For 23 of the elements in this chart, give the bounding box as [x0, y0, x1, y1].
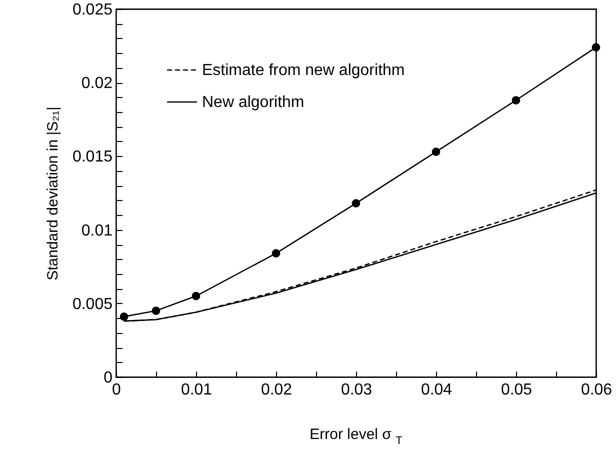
x-tick-label: 0.04 — [420, 382, 452, 398]
point — [192, 292, 200, 300]
y-tick-label: 0.01 — [81, 222, 113, 240]
y-tick-label: 0.025 — [72, 2, 113, 18]
point — [352, 199, 360, 208]
y-tick-label: 0.005 — [72, 296, 113, 313]
y-tick-label: 0 — [104, 370, 113, 386]
point — [592, 43, 600, 52]
point — [272, 249, 280, 258]
x-tick-label: 0.06 — [580, 382, 612, 398]
x-tick-label: 0.02 — [260, 382, 292, 398]
point — [120, 312, 128, 321]
legend-label: Estimate from new algorithm — [202, 62, 405, 79]
y-axis-title: Standard deviation in |S₂₁| — [44, 106, 62, 280]
y-tick-label: 0.02 — [81, 75, 113, 92]
x-tick-label: 0.05 — [500, 382, 532, 398]
x-tick-label: 0.01 — [180, 382, 212, 398]
point — [152, 306, 160, 315]
y-tick-label: 0.015 — [72, 148, 113, 166]
point — [432, 148, 440, 156]
legend-label: New algorithm — [202, 94, 304, 111]
point — [512, 96, 520, 104]
x-tick-label: 0.03 — [340, 382, 372, 398]
